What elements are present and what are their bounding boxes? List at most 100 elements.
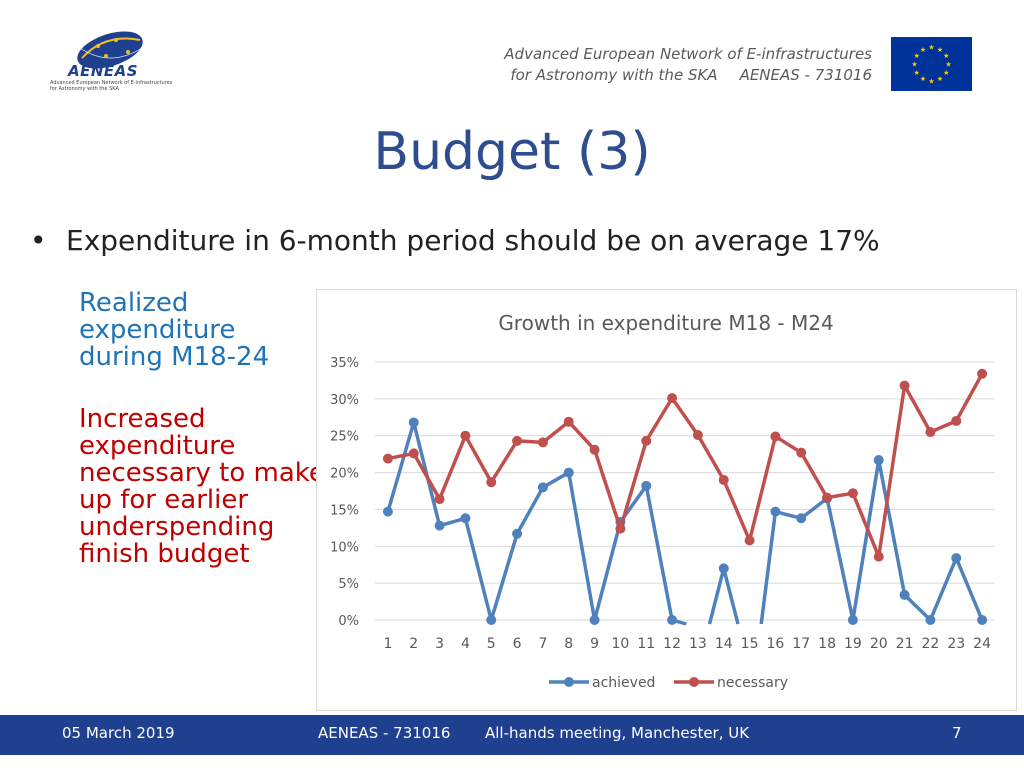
legend-marker-necessary bbox=[689, 677, 699, 687]
data-point-necessary bbox=[434, 494, 445, 505]
data-point-achieved bbox=[486, 615, 497, 625]
data-point-achieved bbox=[899, 589, 910, 600]
data-point-achieved bbox=[951, 553, 962, 564]
eu-star-icon: ★ bbox=[920, 75, 926, 83]
bullet-icon: • bbox=[30, 224, 47, 257]
data-point-necessary bbox=[692, 429, 703, 440]
y-tick-label: 20% bbox=[330, 467, 359, 482]
x-tick-label: 5 bbox=[487, 636, 496, 652]
header-line-2a: for Astronomy with the SKA bbox=[510, 66, 718, 84]
x-tick-label: 6 bbox=[513, 636, 522, 652]
data-point-necessary bbox=[770, 431, 781, 442]
x-tick-label: 21 bbox=[896, 636, 914, 652]
x-tick-label: 8 bbox=[564, 636, 573, 652]
x-tick-label: 14 bbox=[715, 636, 733, 652]
x-tick-label: 17 bbox=[792, 636, 810, 652]
data-point-necessary bbox=[641, 435, 652, 446]
realized-expenditure-note: Realized expenditure during M18-24 bbox=[79, 288, 270, 372]
y-tick-label: 0% bbox=[338, 614, 359, 629]
logo-subtitle: Advanced European Network of E-infrastru… bbox=[50, 80, 173, 92]
x-tick-label: 3 bbox=[435, 636, 444, 652]
data-point-achieved bbox=[382, 506, 393, 517]
data-point-necessary bbox=[847, 488, 858, 499]
data-point-achieved bbox=[718, 563, 729, 574]
y-tick-label: 30% bbox=[330, 393, 359, 408]
chart-container: Growth in expenditure M18 - M24 0% 5% 10% 15… bbox=[316, 289, 1017, 711]
x-tick-label: 10 bbox=[612, 636, 630, 652]
data-point-achieved bbox=[641, 480, 652, 491]
data-point-achieved bbox=[796, 513, 807, 524]
footer-page-number: 7 bbox=[952, 724, 962, 742]
eu-star-icon: ★ bbox=[920, 46, 926, 54]
x-tick-label: 20 bbox=[870, 636, 888, 652]
header-line-1: Advanced European Network of E-infrastru… bbox=[504, 45, 872, 63]
data-point-necessary bbox=[977, 368, 988, 379]
series-line-achieved bbox=[707, 567, 726, 625]
data-point-achieved bbox=[563, 467, 574, 478]
data-point-necessary bbox=[718, 474, 729, 485]
data-point-necessary bbox=[615, 523, 626, 534]
series-line-necessary bbox=[387, 372, 984, 559]
series-line-achieved bbox=[774, 458, 984, 622]
header-line-2b: AENEAS - 731016 bbox=[739, 66, 872, 84]
eu-star-icon: ★ bbox=[914, 52, 920, 60]
aeneas-logo bbox=[77, 31, 143, 69]
x-tick-label: 11 bbox=[637, 636, 655, 652]
eu-star-icon: ★ bbox=[928, 44, 934, 52]
x-tick-label: 7 bbox=[538, 636, 547, 652]
footer-bar: 05 March 2019 AENEAS - 731016 All-hands … bbox=[0, 715, 1024, 755]
eu-star-icon: ★ bbox=[911, 61, 917, 69]
x-tick-label: 1 bbox=[383, 636, 392, 652]
data-point-necessary bbox=[537, 437, 548, 448]
x-tick-label: 4 bbox=[461, 636, 470, 652]
x-tick-label: 19 bbox=[844, 636, 862, 652]
data-point-necessary bbox=[667, 393, 678, 404]
data-point-necessary bbox=[563, 416, 574, 427]
series-line-achieved bbox=[386, 420, 674, 622]
eu-star-icon: ★ bbox=[937, 75, 943, 83]
data-point-necessary bbox=[925, 427, 936, 438]
data-point-achieved bbox=[408, 417, 419, 428]
data-point-necessary bbox=[951, 415, 962, 426]
y-tick-label: 5% bbox=[338, 577, 359, 592]
bullet-text: Expenditure in 6-month period should be … bbox=[66, 224, 880, 257]
bullet-point: • Expenditure in 6-month period should be… bbox=[30, 224, 880, 257]
data-point-necessary bbox=[873, 551, 884, 562]
eu-star-icon: ★ bbox=[945, 61, 951, 69]
data-point-achieved bbox=[925, 615, 936, 625]
footer-meeting: All-hands meeting, Manchester, UK bbox=[485, 724, 750, 742]
data-point-achieved bbox=[460, 513, 471, 524]
eu-star-icon: ★ bbox=[943, 52, 949, 60]
data-point-necessary bbox=[899, 380, 910, 391]
data-point-achieved bbox=[537, 482, 548, 493]
slide-title: Budget (3) bbox=[373, 122, 651, 182]
eu-star-icon: ★ bbox=[937, 46, 943, 54]
data-point-achieved bbox=[589, 615, 600, 625]
y-tick-label: 35% bbox=[330, 356, 359, 371]
data-point-necessary bbox=[512, 435, 523, 446]
x-tick-label: 23 bbox=[947, 636, 965, 652]
data-point-achieved bbox=[434, 520, 445, 531]
y-tick-label: 15% bbox=[330, 503, 359, 518]
data-point-necessary bbox=[382, 453, 393, 464]
increased-expenditure-note: Increased expenditure necessary to make … bbox=[79, 404, 325, 569]
footer-date: 05 March 2019 bbox=[62, 724, 175, 742]
x-tick-label: 15 bbox=[741, 636, 759, 652]
x-tick-label: 13 bbox=[689, 636, 707, 652]
x-tick-label: 22 bbox=[922, 636, 940, 652]
x-tick-label: 16 bbox=[767, 636, 785, 652]
legend-label-necessary: necessary bbox=[717, 675, 788, 691]
data-point-necessary bbox=[486, 477, 497, 488]
data-point-necessary bbox=[744, 535, 755, 546]
data-point-achieved bbox=[977, 615, 988, 625]
legend-label-achieved: achieved bbox=[592, 675, 655, 691]
expenditure-line-chart: Growth in expenditure M18 - M240%5%10%15… bbox=[330, 311, 995, 691]
data-point-necessary bbox=[796, 447, 807, 458]
x-tick-label: 2 bbox=[409, 636, 418, 652]
logo-wordmark: AENEAS bbox=[68, 62, 139, 80]
header-project-text: Advanced European Network of E-infrastru… bbox=[504, 44, 872, 86]
eu-star-icon: ★ bbox=[914, 69, 920, 77]
data-point-necessary bbox=[589, 444, 600, 455]
data-point-necessary bbox=[822, 492, 833, 503]
data-point-achieved bbox=[667, 615, 678, 625]
